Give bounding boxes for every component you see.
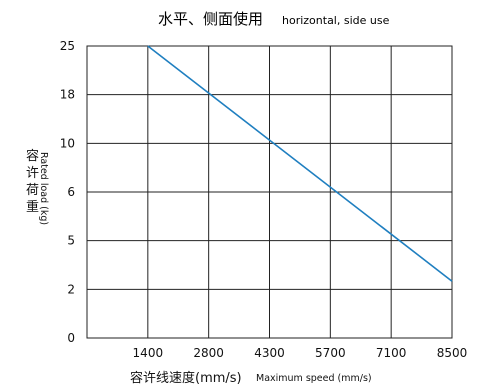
chart-title-main: 水平、侧面使用 xyxy=(158,10,263,28)
chart-title: 水平、侧面使用 horizontal, side use xyxy=(158,10,390,28)
x-axis-title: 容许线速度(mm/s) Maximum speed (mm/s) xyxy=(130,370,372,386)
x-tick-label: 7100 xyxy=(376,346,407,360)
y-axis-label: 容许荷重 xyxy=(26,148,39,215)
x-tick-label: 8500 xyxy=(437,346,468,360)
series-line xyxy=(147,45,453,282)
plot-area xyxy=(86,45,453,339)
y-tick-label: 0 xyxy=(67,331,75,345)
x-tick-label: 2800 xyxy=(193,346,224,360)
y-tick-labels: 25 18 10 6 5 2 0 xyxy=(60,39,75,345)
y-tick-label: 18 xyxy=(60,88,75,102)
x-axis-label: 容许线速度(mm/s) xyxy=(130,370,242,386)
x-tick-label: 4300 xyxy=(254,346,285,360)
y-axis-label-en: Rated load (kg) xyxy=(38,152,49,225)
x-tick-labels: 1400 2800 4300 5700 7100 8500 xyxy=(133,346,468,360)
y-tick-label: 5 xyxy=(67,234,75,248)
series-layer xyxy=(147,45,453,282)
x-tick-label: 5700 xyxy=(315,346,346,360)
y-tick-label: 6 xyxy=(67,185,75,199)
x-axis-label-en: Maximum speed (mm/s) xyxy=(256,373,372,384)
y-tick-label: 25 xyxy=(60,39,75,53)
y-tick-label: 2 xyxy=(67,282,75,296)
chart-subtitle: horizontal, side use xyxy=(282,14,390,27)
x-tick-label: 1400 xyxy=(133,346,164,360)
y-tick-label: 10 xyxy=(60,136,75,150)
y-axis-title: 容许荷重 Rated load (kg) xyxy=(26,148,49,225)
